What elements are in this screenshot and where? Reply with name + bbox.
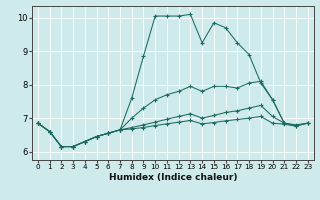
X-axis label: Humidex (Indice chaleur): Humidex (Indice chaleur) — [108, 173, 237, 182]
